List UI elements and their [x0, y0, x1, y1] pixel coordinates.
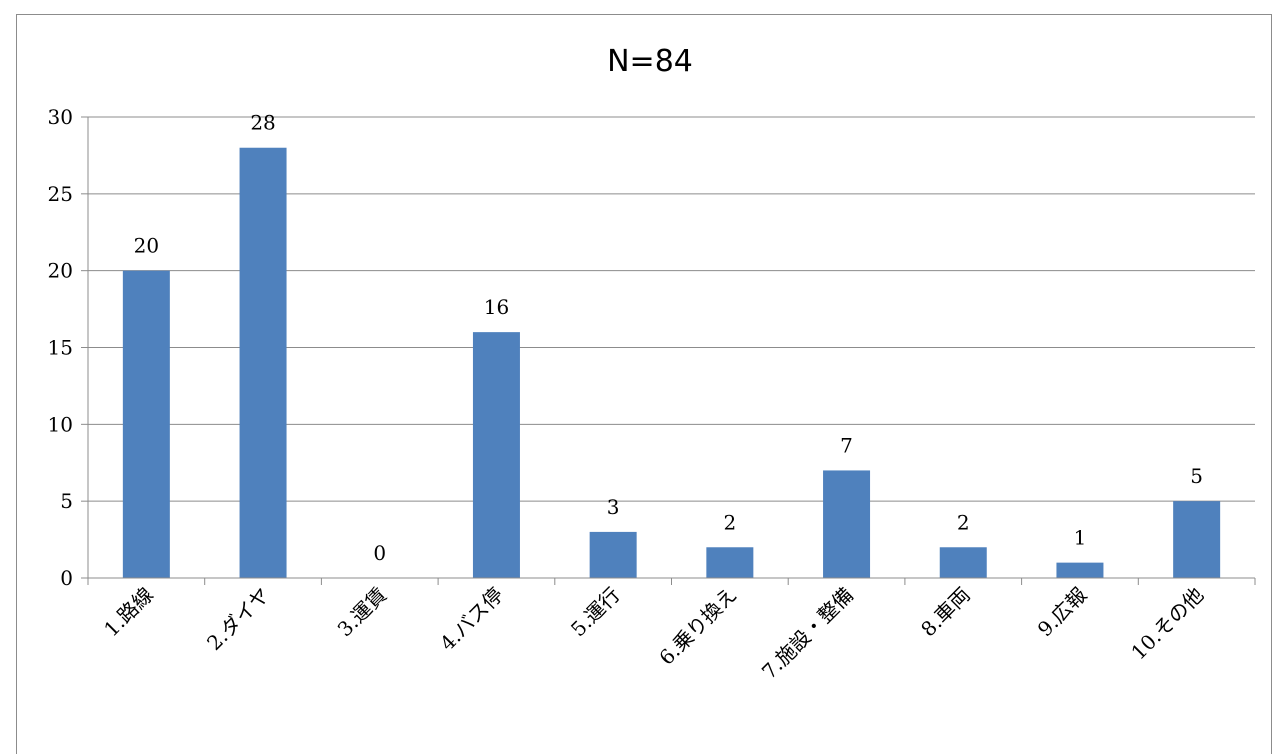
y-tick-label: 25 — [48, 182, 73, 206]
bars — [122, 147, 1221, 578]
y-tick-label: 20 — [48, 259, 73, 283]
x-axis-category-labels: 1.路線 2.ダイヤ 3.運賃 4.バス停 5.運行 6.乗り換え 7.施設・整備 8.車両 9… — [99, 583, 1208, 684]
x-category-label: 6.乗り換え — [654, 583, 741, 670]
x-category-label: 3.運賃 — [333, 583, 392, 642]
x-category-label: 4.バス停 — [435, 583, 508, 656]
bar — [472, 332, 520, 578]
bar — [239, 147, 287, 578]
axes — [81, 116, 1256, 585]
data-label: 28 — [250, 111, 275, 135]
y-tick-label: 10 — [48, 412, 73, 436]
chart-title: N=84 — [607, 44, 693, 79]
y-tick-label: 5 — [60, 489, 73, 513]
data-label: 3 — [607, 495, 620, 519]
x-category-label: 7.施設・整備 — [757, 583, 858, 684]
x-category-label: 2.ダイヤ — [202, 583, 274, 655]
y-tick-label: 30 — [48, 105, 73, 129]
bar — [939, 547, 987, 578]
data-label: 0 — [373, 541, 386, 565]
data-label: 7 — [840, 433, 853, 457]
bar — [706, 547, 754, 578]
bar — [823, 470, 871, 578]
x-category-label: 9.広報 — [1033, 583, 1092, 642]
y-tick-label: 15 — [48, 336, 73, 360]
data-label: 2 — [957, 510, 970, 534]
chart-frame — [16, 14, 1272, 754]
x-category-label: 10.その他 — [1126, 583, 1208, 665]
x-category-label: 1.路線 — [99, 583, 158, 642]
data-label: 20 — [134, 234, 159, 258]
bar — [1056, 562, 1104, 578]
bar — [589, 531, 637, 578]
data-label: 5 — [1190, 464, 1203, 488]
bar — [122, 270, 170, 578]
x-category-label: 5.運行 — [566, 583, 625, 642]
y-tick-label: 0 — [60, 566, 73, 590]
bar — [1173, 501, 1221, 578]
data-label: 2 — [723, 510, 736, 534]
y-axis-tick-labels: 0 5 10 15 20 25 30 — [48, 105, 73, 590]
data-label: 16 — [484, 295, 509, 319]
data-label: 1 — [1074, 526, 1087, 550]
x-category-label: 8.車両 — [916, 583, 975, 642]
